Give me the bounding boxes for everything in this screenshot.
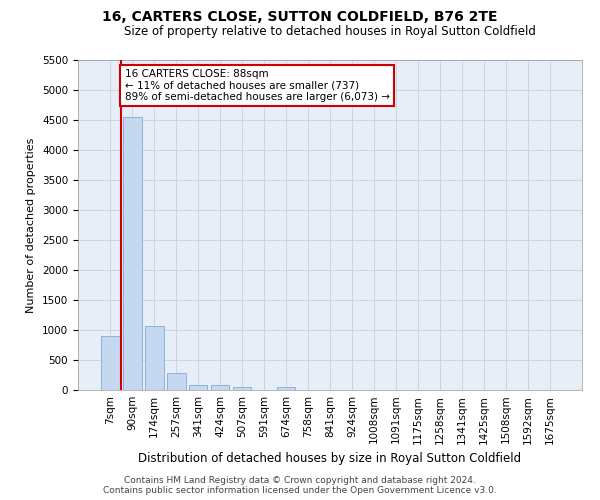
Bar <box>211 385 229 390</box>
Text: 16, CARTERS CLOSE, SUTTON COLDFIELD, B76 2TE: 16, CARTERS CLOSE, SUTTON COLDFIELD, B76… <box>102 10 498 24</box>
Y-axis label: Number of detached properties: Number of detached properties <box>26 138 37 312</box>
Text: Contains HM Land Registry data © Crown copyright and database right 2024.
Contai: Contains HM Land Registry data © Crown c… <box>103 476 497 495</box>
Bar <box>233 386 251 390</box>
Title: Size of property relative to detached houses in Royal Sutton Coldfield: Size of property relative to detached ho… <box>124 25 536 38</box>
Bar <box>123 117 142 390</box>
Bar <box>277 386 295 390</box>
Bar <box>189 385 208 390</box>
Bar <box>101 336 119 390</box>
Bar <box>167 372 185 390</box>
Bar <box>145 326 164 390</box>
Text: 16 CARTERS CLOSE: 88sqm
← 11% of detached houses are smaller (737)
89% of semi-d: 16 CARTERS CLOSE: 88sqm ← 11% of detache… <box>125 69 389 102</box>
X-axis label: Distribution of detached houses by size in Royal Sutton Coldfield: Distribution of detached houses by size … <box>139 452 521 465</box>
